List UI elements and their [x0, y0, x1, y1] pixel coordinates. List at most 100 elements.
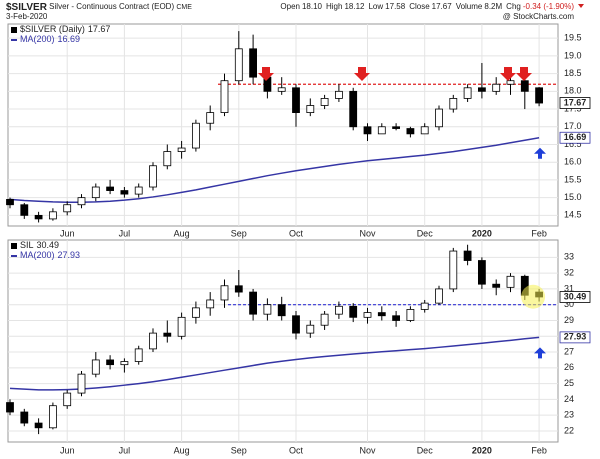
candle-body — [334, 90, 343, 99]
y-tick-label: 31 — [564, 283, 574, 293]
candle-body — [163, 151, 172, 167]
y-tick-label: 27 — [564, 346, 574, 356]
candle-body — [492, 283, 501, 288]
arrow — [534, 147, 546, 159]
candle-body — [535, 87, 543, 104]
y-tick-label: 19.0 — [564, 50, 582, 60]
y-tick-label: 30 — [564, 299, 574, 309]
stat-value: 8.2M — [484, 2, 502, 11]
candle-body — [349, 305, 358, 318]
candle-body — [306, 105, 315, 113]
candle-body — [363, 312, 372, 318]
candle-body — [49, 405, 57, 429]
value-label: 16.69 — [564, 132, 587, 142]
x-tick-label: Oct — [289, 228, 304, 238]
stat-label: High — [326, 2, 342, 11]
y-tick-label: 18.0 — [564, 86, 582, 96]
candle-body — [420, 126, 429, 135]
candle-body — [177, 316, 186, 337]
candle-body — [63, 392, 72, 407]
legend-entry: MA(200) 16.69 — [20, 34, 80, 44]
value-label: 27.93 — [564, 332, 587, 342]
candle-body — [306, 324, 315, 334]
candle-body — [134, 348, 143, 362]
stats: Open 18.10 High 18.12 Low 17.58 Close 17.67 Volu… — [280, 2, 574, 11]
candle-body — [263, 304, 272, 315]
candle-body — [334, 305, 343, 315]
candle-body — [220, 285, 229, 301]
value-box — [559, 97, 591, 109]
candle-body — [191, 307, 200, 318]
candle-body — [435, 288, 443, 304]
value-label: 17.67 — [564, 97, 587, 107]
legend-value: 17.67 — [88, 24, 111, 34]
x-tick-label: Jul — [119, 445, 131, 455]
candle-body — [234, 285, 243, 293]
description: Silver - Continuous Contract (EOD) — [49, 2, 174, 11]
legend-entry: MA(200) 27.93 — [20, 250, 80, 260]
candle-body — [292, 315, 300, 334]
candle-body — [91, 359, 100, 375]
candle-body — [249, 291, 258, 315]
candle-body — [6, 199, 14, 206]
candle-body — [520, 80, 529, 92]
arrow — [516, 67, 532, 81]
x-tick-label: Dec — [417, 228, 434, 238]
candle-body — [277, 87, 286, 92]
y-tick-label: 24 — [564, 394, 574, 404]
candle-body — [191, 122, 200, 149]
y-tick-label: 23 — [564, 410, 574, 420]
candle-body — [463, 250, 472, 261]
candle-body — [449, 98, 458, 110]
arrow — [500, 67, 516, 81]
candle-body — [163, 332, 172, 337]
ma-line — [9, 137, 540, 204]
candle-body — [506, 80, 515, 85]
y-tick-label: 15.5 — [564, 174, 582, 184]
x-tick-label: Feb — [531, 445, 547, 455]
candle-body — [234, 48, 243, 82]
x-tick-label: Jun — [60, 228, 75, 238]
candle-body — [220, 80, 229, 113]
y-tick-label: 14.5 — [564, 210, 582, 220]
down-icon — [578, 4, 584, 8]
legend-name: MA(200) — [20, 250, 55, 260]
candle-body — [292, 87, 300, 113]
candle-body — [206, 299, 215, 309]
candle-body — [277, 304, 286, 317]
value-box — [559, 291, 591, 303]
y-tick-label: 18.5 — [564, 68, 582, 78]
x-tick-label: Aug — [174, 445, 190, 455]
stat-label: Low — [368, 2, 383, 11]
x-tick-label: Aug — [174, 228, 190, 238]
candle-body — [406, 128, 415, 135]
candle-body — [20, 411, 29, 424]
plot-frame — [7, 239, 559, 443]
candle-body — [134, 186, 143, 195]
value-label: 30.49 — [564, 291, 587, 301]
legend-value: 30.49 — [37, 240, 60, 250]
x-tick-label: Sep — [231, 228, 247, 238]
x-tick-label: Nov — [359, 228, 376, 238]
arrow — [534, 347, 546, 359]
y-tick-label: 17.0 — [564, 121, 582, 131]
x-tick-label: Feb — [531, 228, 547, 238]
x-tick-label: Dec — [417, 445, 434, 455]
legend-swatch — [11, 243, 17, 249]
candle-body — [406, 309, 415, 321]
stat-label: Open — [280, 2, 300, 11]
legend-name: MA(200) — [20, 34, 55, 44]
date: 3-Feb-2020 — [6, 12, 48, 21]
y-tick-label: 33 — [564, 252, 574, 262]
y-tick-label: 32 — [564, 268, 574, 278]
stat-value: 17.67 — [432, 2, 453, 11]
candle-body — [477, 87, 486, 92]
candle-body — [106, 359, 114, 366]
stat-value: 18.12 — [344, 2, 365, 11]
legend-value: 16.69 — [58, 34, 81, 44]
y-tick-label: 29 — [564, 315, 574, 325]
candle-body — [349, 90, 358, 128]
x-tick-label: Jul — [119, 228, 131, 238]
candle-body — [377, 126, 386, 135]
